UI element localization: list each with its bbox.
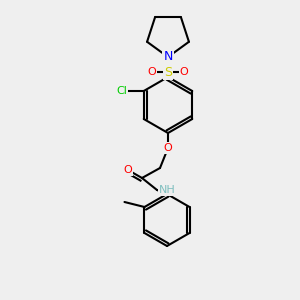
Text: O: O xyxy=(180,67,188,77)
Text: O: O xyxy=(164,143,172,153)
Text: S: S xyxy=(164,65,172,79)
Text: O: O xyxy=(148,67,156,77)
Text: NH: NH xyxy=(159,185,176,195)
Text: N: N xyxy=(163,50,173,64)
Text: Cl: Cl xyxy=(116,86,127,96)
Text: O: O xyxy=(124,165,132,175)
